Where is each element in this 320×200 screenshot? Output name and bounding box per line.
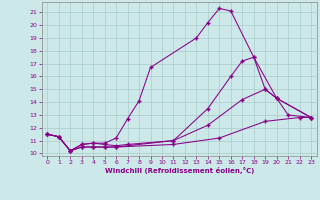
X-axis label: Windchill (Refroidissement éolien,°C): Windchill (Refroidissement éolien,°C): [105, 167, 254, 174]
